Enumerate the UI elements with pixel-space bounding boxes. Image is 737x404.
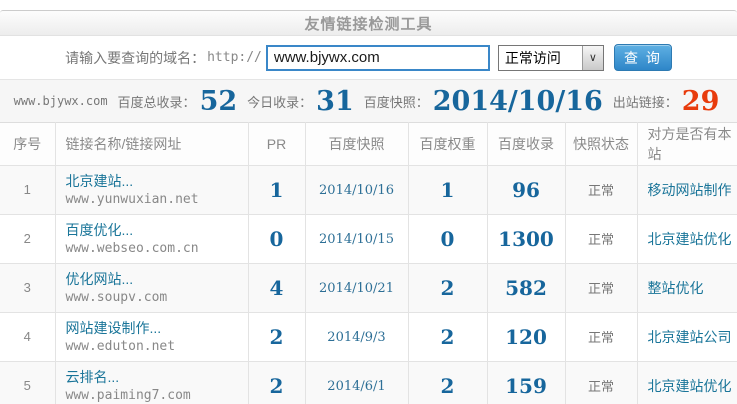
stat-value-outlinks: 29 xyxy=(681,85,720,117)
pr-value: 2 xyxy=(269,374,284,398)
pr-value: 0 xyxy=(269,227,284,251)
stats-domain: www.bjywx.com xyxy=(13,94,108,108)
protocol-prefix: http:// xyxy=(207,50,262,65)
snapshot-date: 2014/9/3 xyxy=(327,330,386,345)
col-header-status: 快照状态 xyxy=(564,122,637,166)
backlink-anchor-text[interactable]: 整站优化 xyxy=(647,280,704,296)
baidu-weight: 2 xyxy=(440,374,455,398)
site-name-link[interactable]: 北京建站... xyxy=(65,172,134,189)
top-strip xyxy=(0,0,737,10)
col-header-name-url: 链接名称/链接网址 xyxy=(54,122,248,166)
snapshot-status: 正常 xyxy=(587,232,614,247)
backlink-anchor-text[interactable]: 北京建站优化 xyxy=(647,231,732,247)
row-index: 4 xyxy=(23,329,31,344)
status-select-value: 正常访问 xyxy=(504,49,561,66)
status-select[interactable]: 正常访问 ∨ xyxy=(497,44,604,71)
col-header-pr: PR xyxy=(247,122,305,166)
baidu-included-count: 159 xyxy=(505,374,547,398)
table-row: 2 百度优化... www.webseo.com.cn 0 2014/10/15… xyxy=(0,214,737,264)
site-url: www.eduton.net xyxy=(65,338,176,354)
col-header-index: 序号 xyxy=(0,122,55,166)
table-row: 5 云排名... www.paiming7.com 2 2014/6/1 2 1… xyxy=(0,361,737,404)
baidu-weight: 0 xyxy=(440,227,455,251)
row-index: 5 xyxy=(23,378,31,393)
backlink-anchor-text[interactable]: 移动网站制作 xyxy=(647,182,732,198)
query-button[interactable]: 查 询 xyxy=(613,44,672,71)
col-header-weight: 百度权重 xyxy=(407,122,487,166)
links-table: 序号 链接名称/链接网址 PR 百度快照 百度权重 百度收录 快照状态 对方是否… xyxy=(0,122,737,404)
stat-label-total: 百度总收录： xyxy=(117,94,196,110)
stats-bar: www.bjywx.com 百度总收录： 52 今日收录： 31 百度快照： 2… xyxy=(0,80,737,122)
site-name-link[interactable]: 网站建设制作... xyxy=(65,319,162,336)
snapshot-status: 正常 xyxy=(587,281,614,296)
stat-label-outlinks: 出站链接： xyxy=(612,94,678,110)
stat-value-today: 31 xyxy=(316,85,354,117)
baidu-included-count: 120 xyxy=(505,325,547,349)
site-name-link[interactable]: 优化网站... xyxy=(65,270,134,287)
row-index: 2 xyxy=(23,231,31,246)
row-index: 3 xyxy=(23,280,31,295)
stat-label-today: 今日收录： xyxy=(247,94,313,110)
pr-value: 4 xyxy=(269,276,284,300)
col-header-included: 百度收录 xyxy=(486,122,565,166)
row-index: 1 xyxy=(23,182,31,197)
baidu-included-count: 1300 xyxy=(498,227,554,251)
table-row: 4 网站建设制作... www.eduton.net 2 2014/9/3 2 … xyxy=(0,312,737,362)
site-url: www.webseo.com.cn xyxy=(65,240,199,256)
col-header-backlink: 对方是否有本站 xyxy=(636,122,737,166)
pr-value: 1 xyxy=(269,178,284,202)
col-header-snapshot: 百度快照 xyxy=(304,122,408,166)
baidu-weight: 2 xyxy=(440,325,455,349)
stat-value-snapshot: 2014/10/16 xyxy=(432,85,603,117)
table-row: 1 北京建站... www.yunwuxian.net 1 2014/10/16… xyxy=(0,165,737,215)
chevron-down-icon[interactable]: ∨ xyxy=(581,45,603,70)
baidu-weight: 2 xyxy=(440,276,455,300)
site-name-link[interactable]: 云排名... xyxy=(65,368,120,385)
domain-input-label: 请输入要查询的域名： xyxy=(65,49,206,66)
backlink-anchor-text[interactable]: 北京建站公司 xyxy=(647,329,732,345)
table-row: 3 优化网站... www.soupv.com 4 2014/10/21 2 5… xyxy=(0,263,737,313)
snapshot-date: 2014/10/16 xyxy=(319,183,394,198)
title-bar: 友情链接检测工具 xyxy=(0,10,737,36)
site-url: www.yunwuxian.net xyxy=(65,191,199,207)
snapshot-date: 2014/6/1 xyxy=(327,379,386,394)
site-url: www.paiming7.com xyxy=(65,387,191,403)
baidu-included-count: 582 xyxy=(505,276,547,300)
site-url: www.soupv.com xyxy=(65,289,168,305)
query-form: 请输入要查询的域名： http:// 正常访问 ∨ 查 询 xyxy=(0,36,737,80)
baidu-weight: 1 xyxy=(440,178,455,202)
snapshot-status: 正常 xyxy=(587,330,614,345)
snapshot-status: 正常 xyxy=(587,183,614,198)
page-title: 友情链接检测工具 xyxy=(304,15,433,33)
snapshot-status: 正常 xyxy=(587,379,614,394)
stat-label-snapshot: 百度快照： xyxy=(363,94,429,110)
table-header-row: 序号 链接名称/链接网址 PR 百度快照 百度权重 百度收录 快照状态 对方是否… xyxy=(0,122,737,166)
stat-value-total: 52 xyxy=(199,85,238,117)
domain-input[interactable] xyxy=(265,44,490,71)
snapshot-date: 2014/10/21 xyxy=(319,281,394,296)
pr-value: 2 xyxy=(269,325,284,349)
site-name-link[interactable]: 百度优化... xyxy=(65,221,134,238)
baidu-included-count: 96 xyxy=(512,178,540,202)
snapshot-date: 2014/10/15 xyxy=(319,232,394,247)
backlink-anchor-text[interactable]: 北京建站优化 xyxy=(647,378,732,394)
